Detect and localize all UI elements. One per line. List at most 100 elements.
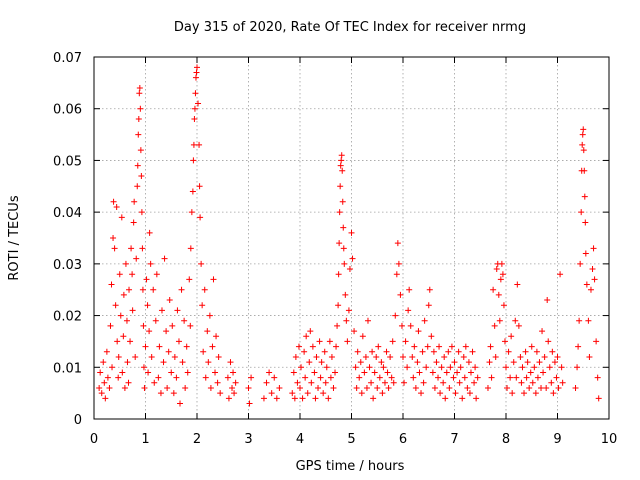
data-point xyxy=(171,353,178,360)
data-point xyxy=(107,322,114,329)
data-point xyxy=(540,369,547,376)
data-point xyxy=(410,374,417,381)
data-point xyxy=(139,286,146,293)
data-point xyxy=(115,374,122,381)
data-point xyxy=(317,374,324,381)
data-point xyxy=(148,353,155,360)
data-point xyxy=(346,266,353,273)
x-tick-label: 1 xyxy=(141,432,149,447)
data-point xyxy=(318,359,325,366)
data-point xyxy=(327,374,334,381)
data-point xyxy=(141,384,148,391)
data-point xyxy=(209,343,216,350)
data-point xyxy=(401,379,408,386)
data-point xyxy=(121,384,128,391)
data-point xyxy=(459,395,466,402)
data-point xyxy=(199,302,206,309)
data-point xyxy=(582,219,589,226)
data-point xyxy=(201,286,208,293)
data-point xyxy=(98,390,105,397)
data-point xyxy=(357,359,364,366)
data-point xyxy=(120,291,127,298)
data-point xyxy=(443,369,450,376)
data-point xyxy=(389,338,396,345)
data-point xyxy=(344,338,351,345)
data-point xyxy=(361,369,368,376)
data-point xyxy=(348,229,355,236)
data-point xyxy=(491,322,498,329)
data-point xyxy=(445,348,452,355)
data-point xyxy=(522,348,529,355)
data-point xyxy=(117,312,124,319)
data-point xyxy=(207,384,214,391)
data-point xyxy=(210,276,217,283)
data-point xyxy=(586,353,593,360)
data-point xyxy=(341,260,348,267)
data-point xyxy=(383,348,390,355)
data-point xyxy=(138,172,145,179)
data-point xyxy=(370,395,377,402)
data-point xyxy=(366,364,373,371)
data-point xyxy=(230,369,237,376)
data-point xyxy=(173,374,180,381)
data-point xyxy=(196,141,203,148)
data-point xyxy=(144,302,151,309)
data-point xyxy=(339,198,346,205)
data-point xyxy=(545,338,552,345)
data-point xyxy=(587,286,594,293)
data-point xyxy=(193,69,200,76)
data-point xyxy=(135,131,142,138)
data-point xyxy=(581,193,588,200)
data-point xyxy=(110,235,117,241)
data-point xyxy=(451,359,458,366)
data-point xyxy=(139,245,146,252)
data-point xyxy=(352,364,359,371)
data-point xyxy=(353,384,360,391)
axis-ticks xyxy=(93,56,610,420)
data-point xyxy=(508,333,515,340)
data-point xyxy=(553,374,560,381)
data-point xyxy=(404,364,411,371)
data-point xyxy=(457,364,464,371)
data-point xyxy=(125,379,132,386)
data-point xyxy=(326,338,333,345)
data-point xyxy=(158,307,165,314)
data-point xyxy=(174,307,181,314)
data-point xyxy=(136,90,143,97)
data-point xyxy=(393,271,400,278)
data-point xyxy=(146,229,153,236)
data-point xyxy=(384,369,391,376)
data-point xyxy=(406,286,413,293)
data-point xyxy=(442,395,449,402)
data-point xyxy=(147,260,154,267)
data-point xyxy=(504,384,511,391)
data-point xyxy=(364,317,371,324)
data-point xyxy=(379,390,386,397)
data-point xyxy=(582,250,589,257)
data-point xyxy=(204,328,211,335)
data-point xyxy=(464,384,471,391)
y-tick-label: 0.07 xyxy=(53,51,82,66)
data-point xyxy=(473,395,480,402)
data-point xyxy=(438,364,445,371)
data-point xyxy=(339,167,346,174)
x-axis-label: GPS time / hours xyxy=(296,459,405,474)
data-point xyxy=(291,395,298,402)
data-point xyxy=(455,348,462,355)
data-point xyxy=(151,379,158,386)
data-point xyxy=(212,369,219,376)
data-point xyxy=(205,359,212,366)
data-point xyxy=(426,286,433,293)
data-point xyxy=(170,390,177,397)
data-point xyxy=(527,369,534,376)
data-point xyxy=(184,369,191,376)
data-point xyxy=(140,322,147,329)
data-point xyxy=(591,276,598,283)
data-point xyxy=(500,302,507,309)
data-point xyxy=(134,162,141,169)
data-point xyxy=(126,286,133,293)
data-point xyxy=(503,364,509,371)
data-point xyxy=(166,297,173,304)
data-point xyxy=(467,369,474,376)
